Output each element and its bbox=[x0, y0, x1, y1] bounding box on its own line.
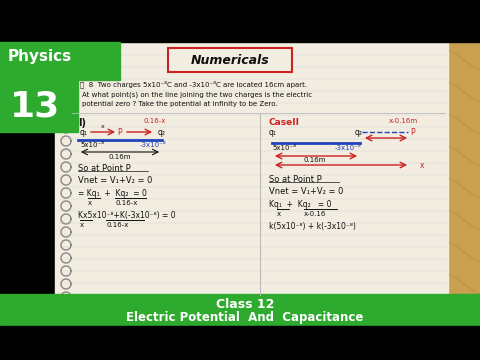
Text: x: x bbox=[101, 124, 105, 129]
Text: Numericals: Numericals bbox=[191, 54, 269, 67]
Text: Physics: Physics bbox=[8, 49, 72, 63]
Text: potential zero ? Take the potential at infinity to be Zero.: potential zero ? Take the potential at i… bbox=[82, 101, 277, 107]
Text: Vnet = V₁+V₂ = 0: Vnet = V₁+V₂ = 0 bbox=[269, 187, 343, 196]
Text: Kq₁  +  Kq₂   = 0: Kq₁ + Kq₂ = 0 bbox=[269, 200, 332, 209]
Text: So at Point P: So at Point P bbox=[269, 175, 322, 184]
Text: x-0.16: x-0.16 bbox=[304, 211, 326, 217]
FancyBboxPatch shape bbox=[168, 48, 292, 72]
Text: 5x10⁻⁸: 5x10⁻⁸ bbox=[80, 142, 104, 148]
Text: Kx5x10⁻⁸+K(-3x10⁻⁸) = 0: Kx5x10⁻⁸+K(-3x10⁻⁸) = 0 bbox=[78, 211, 176, 220]
Text: = Kq₁  +  Kq₂  = 0: = Kq₁ + Kq₂ = 0 bbox=[78, 189, 147, 198]
Text: P: P bbox=[118, 127, 122, 136]
Text: ⓣ  8  Two charges 5x10⁻⁸C and -3x10⁻⁸C are located 16cm apart.: ⓣ 8 Two charges 5x10⁻⁸C and -3x10⁻⁸C are… bbox=[80, 80, 307, 87]
Text: -3x10⁻⁸: -3x10⁻⁸ bbox=[140, 142, 167, 148]
Bar bbox=[0, 0, 480, 42]
Text: 5x10⁻⁸: 5x10⁻⁸ bbox=[272, 145, 296, 151]
Text: 0.16-x: 0.16-x bbox=[144, 118, 166, 124]
Text: So at Point P: So at Point P bbox=[78, 164, 131, 173]
Text: At what point(s) on the line joining the two charges is the electric: At what point(s) on the line joining the… bbox=[82, 91, 312, 98]
Text: 0.16m: 0.16m bbox=[109, 154, 131, 160]
Text: k(5x10⁻⁸) + k(-3x10⁻⁸): k(5x10⁻⁸) + k(-3x10⁻⁸) bbox=[269, 222, 356, 231]
Bar bbox=[0, 42, 120, 80]
Text: -3x10⁻⁸: -3x10⁻⁸ bbox=[335, 145, 361, 151]
Text: 0.16-x: 0.16-x bbox=[106, 222, 128, 228]
Text: x-0.16m: x-0.16m bbox=[389, 118, 418, 124]
Text: I): I) bbox=[78, 118, 86, 128]
Text: x: x bbox=[88, 200, 92, 206]
Text: q₁: q₁ bbox=[80, 127, 88, 136]
Text: q₁: q₁ bbox=[269, 127, 277, 136]
Bar bbox=[0, 326, 480, 360]
Text: 0.16-x: 0.16-x bbox=[115, 200, 137, 206]
Text: Vnet = V₁+V₂ = 0: Vnet = V₁+V₂ = 0 bbox=[78, 176, 152, 185]
Text: Electric Potential  And  Capacitance: Electric Potential And Capacitance bbox=[126, 311, 364, 324]
Text: x: x bbox=[277, 211, 281, 217]
Text: 13: 13 bbox=[10, 89, 60, 123]
Text: 0.16m: 0.16m bbox=[304, 157, 326, 163]
Text: q₂: q₂ bbox=[355, 127, 363, 136]
Text: Class 12: Class 12 bbox=[216, 298, 274, 311]
Text: P: P bbox=[410, 127, 415, 136]
Text: CaseII: CaseII bbox=[269, 118, 300, 127]
Text: q₂: q₂ bbox=[158, 127, 166, 136]
Text: x: x bbox=[420, 161, 424, 170]
Bar bbox=[0, 80, 78, 132]
Bar bbox=[0, 294, 480, 326]
Text: x: x bbox=[80, 222, 84, 228]
Bar bbox=[55, 42, 448, 310]
Bar bbox=[448, 42, 480, 310]
